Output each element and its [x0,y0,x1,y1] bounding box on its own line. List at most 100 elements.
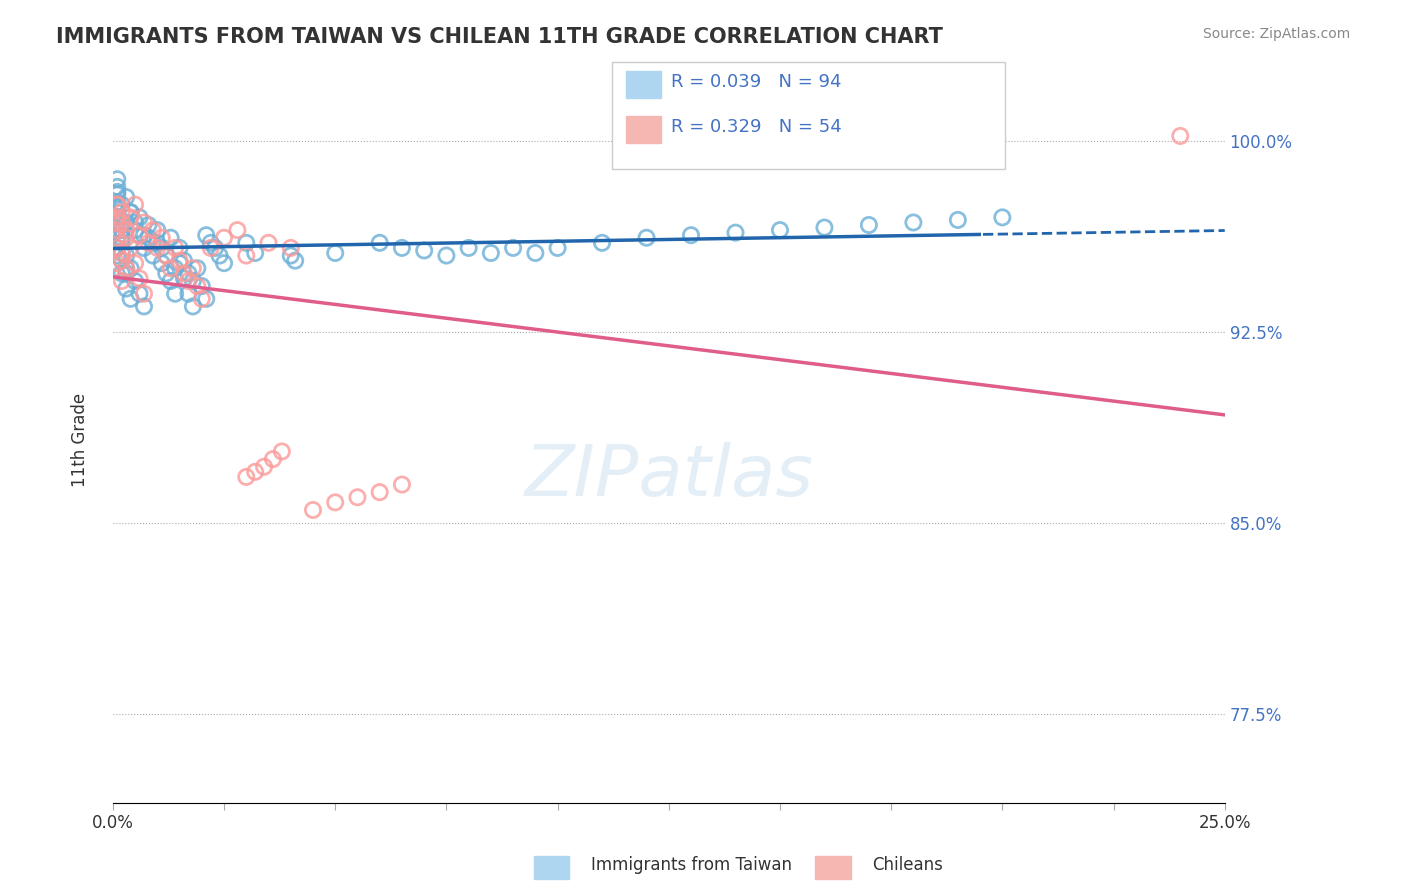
Point [169,256,191,270]
Text: R = 0.329   N = 54: R = 0.329 N = 54 [671,118,841,136]
Point [235,248,257,262]
Point [591,235,613,250]
Point [120,211,142,225]
Point [946,213,969,227]
Point [165,286,187,301]
Point [204,241,226,255]
Point [124,197,146,211]
Point [128,271,150,285]
Point [115,223,138,237]
Point [165,261,187,276]
Point [128,228,150,243]
Point [235,470,257,484]
Point [146,235,169,250]
Point [636,231,658,245]
Point [195,228,218,243]
Point [142,223,165,237]
Point [200,235,222,250]
Point [105,241,128,255]
Point [284,253,307,268]
Point [111,231,134,245]
Point [115,261,138,276]
Text: Chileans: Chileans [872,856,942,874]
Point [105,179,128,194]
Point [105,185,128,199]
Point [132,228,155,243]
Point [105,211,128,225]
Point [105,172,128,186]
Point [1168,128,1191,143]
Point [111,223,134,237]
Point [111,215,134,229]
Point [243,246,266,260]
Point [502,241,524,255]
Point [724,226,747,240]
Point [105,223,128,237]
Point [111,215,134,229]
Point [212,231,235,245]
Point [146,241,169,255]
Text: IMMIGRANTS FROM TAIWAN VS CHILEAN 11TH GRADE CORRELATION CHART: IMMIGRANTS FROM TAIWAN VS CHILEAN 11TH G… [56,27,943,46]
Point [111,246,134,260]
Point [142,248,165,262]
Point [280,248,302,262]
Point [165,241,187,255]
Point [235,235,257,250]
Point [115,261,138,276]
Point [257,235,280,250]
Point [177,266,200,280]
Point [105,231,128,245]
Point [120,261,142,276]
Point [120,205,142,219]
Point [132,286,155,301]
Point [181,261,204,276]
Point [115,248,138,262]
Point [120,292,142,306]
Point [191,279,214,293]
Point [115,266,138,280]
Point [155,248,177,262]
Point [105,211,128,225]
Point [262,452,284,467]
Point [391,477,413,491]
Point [111,274,134,288]
Point [115,282,138,296]
Y-axis label: 11th Grade: 11th Grade [72,393,89,487]
Point [128,228,150,243]
Point [128,211,150,225]
Text: Immigrants from Taiwan: Immigrants from Taiwan [591,856,792,874]
Point [142,235,165,250]
Point [150,256,173,270]
Text: ZIPatlas: ZIPatlas [524,442,813,511]
Point [105,215,128,229]
Point [457,241,479,255]
Point [368,485,391,500]
Point [226,223,249,237]
Point [138,235,160,250]
Point [120,241,142,255]
Point [813,220,835,235]
Point [124,215,146,229]
Point [302,503,325,517]
Point [105,241,128,255]
Point [155,266,177,280]
Point [105,197,128,211]
Point [132,215,155,229]
Point [105,223,128,237]
Point [253,459,276,474]
Point [132,241,155,255]
Point [173,271,195,285]
Point [132,300,155,314]
Point [186,279,208,293]
Point [128,286,150,301]
Point [323,495,346,509]
Point [173,266,195,280]
Point [243,465,266,479]
Point [111,197,134,211]
Point [115,190,138,204]
Point [105,195,128,210]
Point [200,241,222,255]
Point [436,248,458,262]
Point [111,246,134,260]
Point [159,231,181,245]
